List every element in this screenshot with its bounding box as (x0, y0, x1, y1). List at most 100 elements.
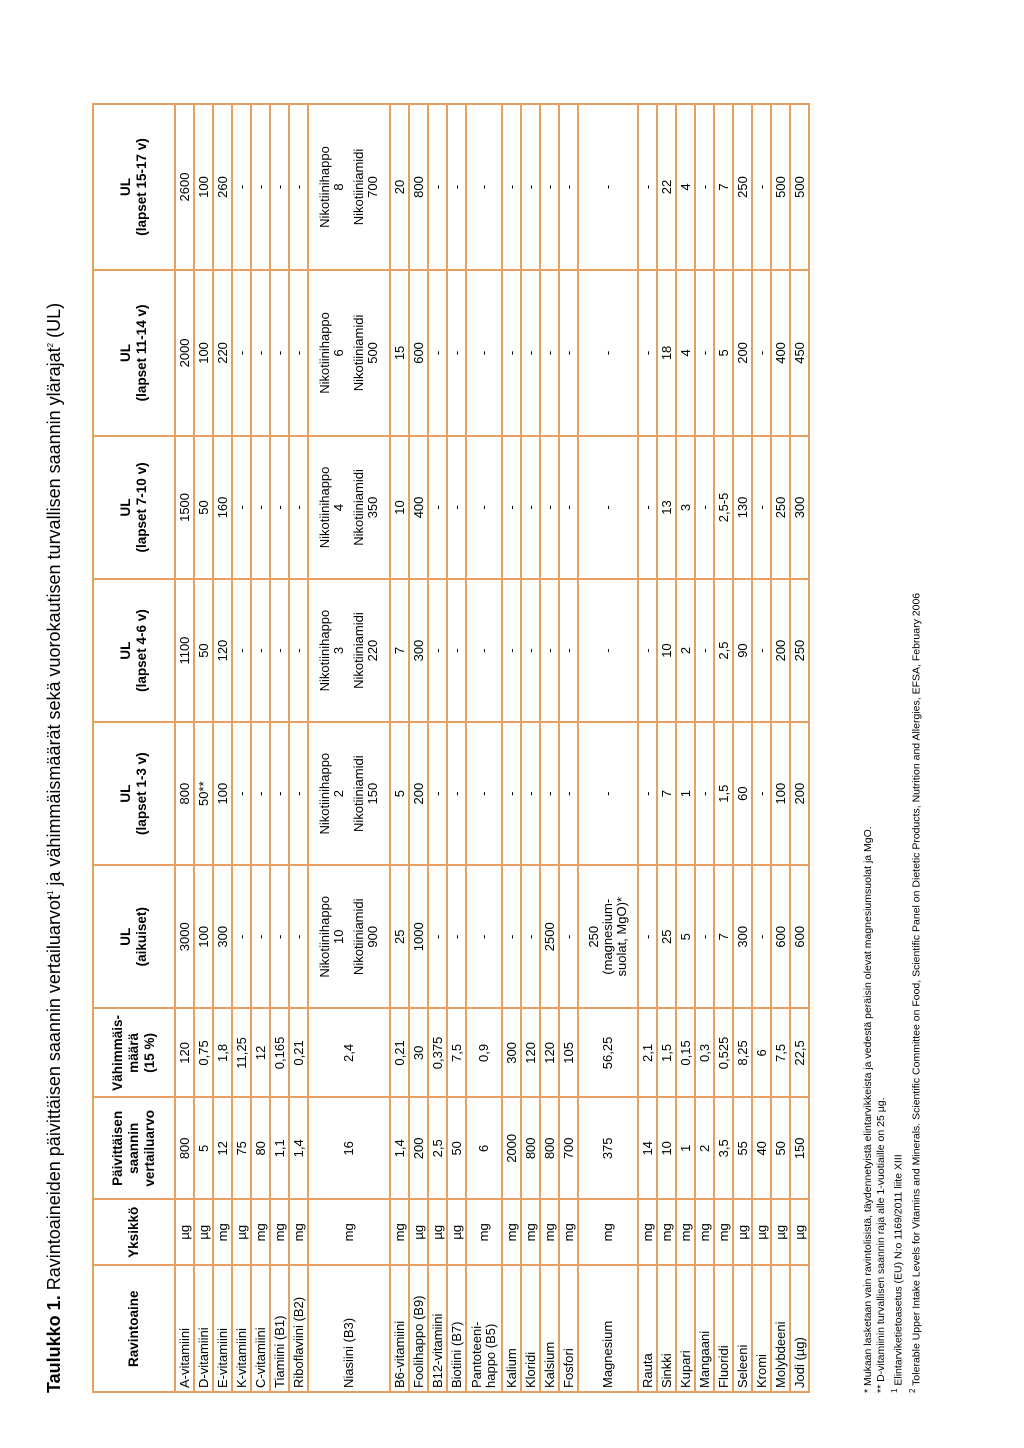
table-cell: 15 (390, 269, 409, 436)
table-cell: - (428, 579, 447, 723)
cell-text: 0,375 (429, 1036, 445, 1070)
column-header-line: (lapset 7-10 v) (134, 462, 149, 553)
table-cell: - (695, 104, 714, 270)
table-cell: - (502, 722, 521, 866)
cell-text: 120 (541, 1042, 557, 1064)
table-cell: - (540, 579, 559, 723)
cell-text: Niasiini (B3) (341, 1317, 356, 1388)
cell-text: - (290, 505, 306, 510)
cell-text: 2500 (541, 922, 557, 952)
cell-text: 5 (195, 1144, 211, 1152)
cell-text: - (503, 350, 519, 356)
cell-text: 300 (214, 925, 230, 948)
cell-text: 30 (410, 1045, 426, 1061)
nutrient-name-cell: B6-vitamiini (390, 1265, 409, 1392)
table-cell: - (752, 269, 771, 436)
cell-text: - (560, 350, 576, 356)
footnote-4-sup: 2 (907, 1388, 917, 1393)
nutrient-name-cell: Kalsium (540, 1265, 559, 1392)
cell-text: mg (476, 1223, 491, 1242)
cell-text: mg (658, 1223, 674, 1242)
cell-text: mg (252, 1223, 268, 1242)
cell-text: 2 (331, 790, 346, 798)
table-cell: - (521, 269, 540, 436)
cell-text: 3000 (176, 922, 192, 952)
cell-text: 1,5 (658, 1043, 674, 1062)
cell-text: - (503, 505, 519, 510)
table-cell: - (251, 579, 270, 723)
cell-text: 500 (772, 176, 788, 198)
cell-text: 3,5 (715, 1139, 731, 1158)
nutrient-name-cell: Kupari (676, 1265, 695, 1392)
title-text-2: ja vähimmäismäärät sekä vuorokautisen tu… (44, 347, 64, 891)
cell-text: Nikotiinihappo (317, 752, 332, 835)
cell-text: - (541, 648, 557, 653)
cell-text: - (429, 505, 445, 510)
table-cell: - (521, 104, 540, 270)
column-header-line: (lapset 1-3 v) (134, 752, 149, 835)
table-cell: - (559, 104, 578, 270)
title-text-3: (UL) (44, 302, 64, 343)
table-cell: 3000 (175, 865, 194, 1009)
cell-text: 1 (677, 790, 693, 798)
nutrient-name-cell: B12-vitamiini (428, 1265, 447, 1392)
cell-text: - (476, 791, 491, 796)
table-cell: - (559, 579, 578, 723)
table-cell: - (270, 722, 289, 866)
table-cell: mg (390, 1199, 409, 1266)
cell-text: - (560, 184, 576, 190)
table-cell: 11,25 (232, 1008, 251, 1098)
cell-text: 200 (734, 342, 750, 364)
table-cell: µg (733, 1199, 752, 1266)
cell-text: 50 (772, 1141, 788, 1156)
cell-text: 13 (658, 500, 674, 515)
table-cell: 80 (251, 1097, 270, 1200)
cell-text: - (448, 934, 464, 939)
table-row: Tiamiini (B1) mg 1,1 0,165 - - - - - - (270, 104, 289, 1392)
cell-text: 3 (677, 503, 693, 512)
table-cell: mg (289, 1199, 308, 1266)
nutrient-name-cell: K-vitamiini (232, 1265, 251, 1392)
cell-text: 150 (365, 782, 380, 805)
table-cell: 800 (409, 104, 428, 270)
cell-text: - (448, 791, 464, 796)
table-cell: 250 (790, 579, 809, 723)
cell-text: - (448, 350, 464, 356)
table-cell: - (270, 865, 289, 1009)
cell-text: - (503, 791, 519, 796)
table-cell: mg (676, 1199, 695, 1266)
cell-text: - (271, 184, 287, 190)
table-cell: 7 (714, 865, 733, 1009)
table-cell: 20 (390, 104, 409, 270)
table-cell: 56,25 (578, 1008, 638, 1098)
table-cell: mg (695, 1199, 714, 1266)
cell-text: 100 (195, 342, 211, 364)
table-cell: 0,21 (289, 1008, 308, 1098)
cell-text: 16 (341, 1141, 356, 1156)
cell-text: 1000 (410, 922, 426, 952)
table-row: B6-vitamiini mg 1,4 0,21 25 5 7 10 15 20 (390, 104, 409, 1392)
table-cell: 1 (676, 1097, 695, 1200)
cell-text: B6-vitamiini (391, 1320, 407, 1388)
table-row: Kromi µg 40 6 - - - - - - (752, 104, 771, 1392)
cell-text: 2000 (503, 1133, 519, 1163)
table-cell: - (695, 435, 714, 579)
cell-text: - (696, 791, 712, 796)
cell-text: 55 (734, 1141, 750, 1156)
cell-text: - (600, 350, 615, 356)
cell-text: 1,4 (290, 1139, 306, 1158)
cell-text: - (560, 505, 576, 510)
cell-text: - (541, 350, 557, 356)
table-row: Kalsium mg 800 120 2500 - - - - - (540, 104, 559, 1392)
cell-text: - (753, 350, 769, 356)
table-cell: 450 (790, 269, 809, 436)
page-title: Taulukko 1. Ravintoaineiden päivittäisen… (44, 303, 65, 1393)
table-cell: 600 (409, 269, 428, 436)
cell-text: 80 (252, 1141, 268, 1156)
column-header-line: vertailuarvo (142, 1110, 157, 1187)
cell-text: 2,5 (715, 641, 731, 660)
table-cell: mg (308, 1199, 390, 1266)
table-cell: 120 (521, 1008, 540, 1098)
nutrient-name-cell: E-vitamiini (213, 1265, 232, 1392)
cell-text: K-vitamiini (233, 1328, 249, 1388)
